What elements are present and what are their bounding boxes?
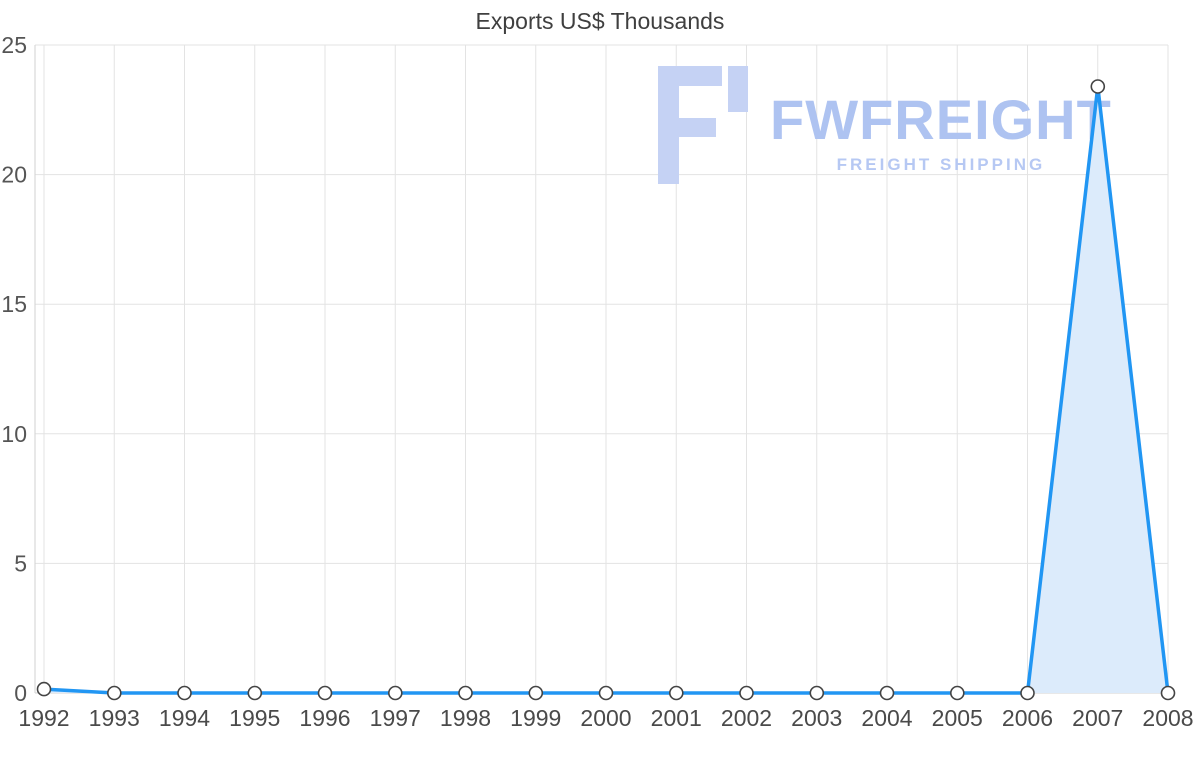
x-axis-tick-label: 2001 [651,705,702,731]
x-axis-tick-label: 2007 [1072,705,1123,731]
data-point-marker[interactable] [949,685,965,701]
x-axis-tick-label: 2003 [791,705,842,731]
data-point-marker[interactable] [317,685,333,701]
y-axis-tick-label: 20 [1,162,27,188]
x-axis-tick-label: 1997 [370,705,421,731]
data-point-marker[interactable] [458,685,473,701]
data-point-marker[interactable] [668,685,684,701]
y-axis-tick-label: 10 [1,421,27,447]
y-axis-tick-label: 15 [1,291,27,317]
x-axis-tick-label: 2008 [1142,705,1193,731]
x-axis-tick-label: 2006 [1002,705,1053,731]
y-axis-tick-label: 0 [14,680,27,706]
data-point-marker[interactable] [107,685,122,701]
x-axis-tick-label: 1993 [89,705,140,731]
data-point-marker[interactable] [528,685,544,701]
data-point-marker[interactable] [177,685,192,701]
data-point-marker[interactable] [809,685,825,701]
chart-title: Exports US$ Thousands [475,8,725,34]
data-point-marker[interactable] [739,685,754,701]
data-point-marker[interactable] [387,685,403,701]
x-axis-tick-label: 1992 [18,705,69,731]
x-axis-tick-label: 2005 [932,705,983,731]
x-axis-tick-label: 2002 [721,705,772,731]
data-point-marker[interactable] [879,685,895,701]
x-axis-tick-label: 1994 [159,705,210,731]
y-axis-tick-label: 5 [14,550,27,576]
data-point-marker[interactable] [36,681,52,697]
data-point-marker[interactable] [1020,685,1035,701]
data-point-marker[interactable] [1090,79,1106,94]
x-axis-tick-label: 2004 [861,705,912,731]
x-axis-tick-label: 2000 [580,705,631,731]
x-axis-tick-label: 1998 [440,705,491,731]
series-area-fill [44,86,1168,693]
x-axis-tick-label: 1995 [229,705,280,731]
data-point-marker[interactable] [1160,685,1176,701]
y-axis-tick-label: 25 [1,32,27,58]
data-point-marker[interactable] [247,685,263,701]
data-point-marker[interactable] [598,685,614,701]
x-axis-tick-label: 1996 [299,705,350,731]
x-axis-tick-label: 1999 [510,705,561,731]
series-line [42,84,1170,695]
